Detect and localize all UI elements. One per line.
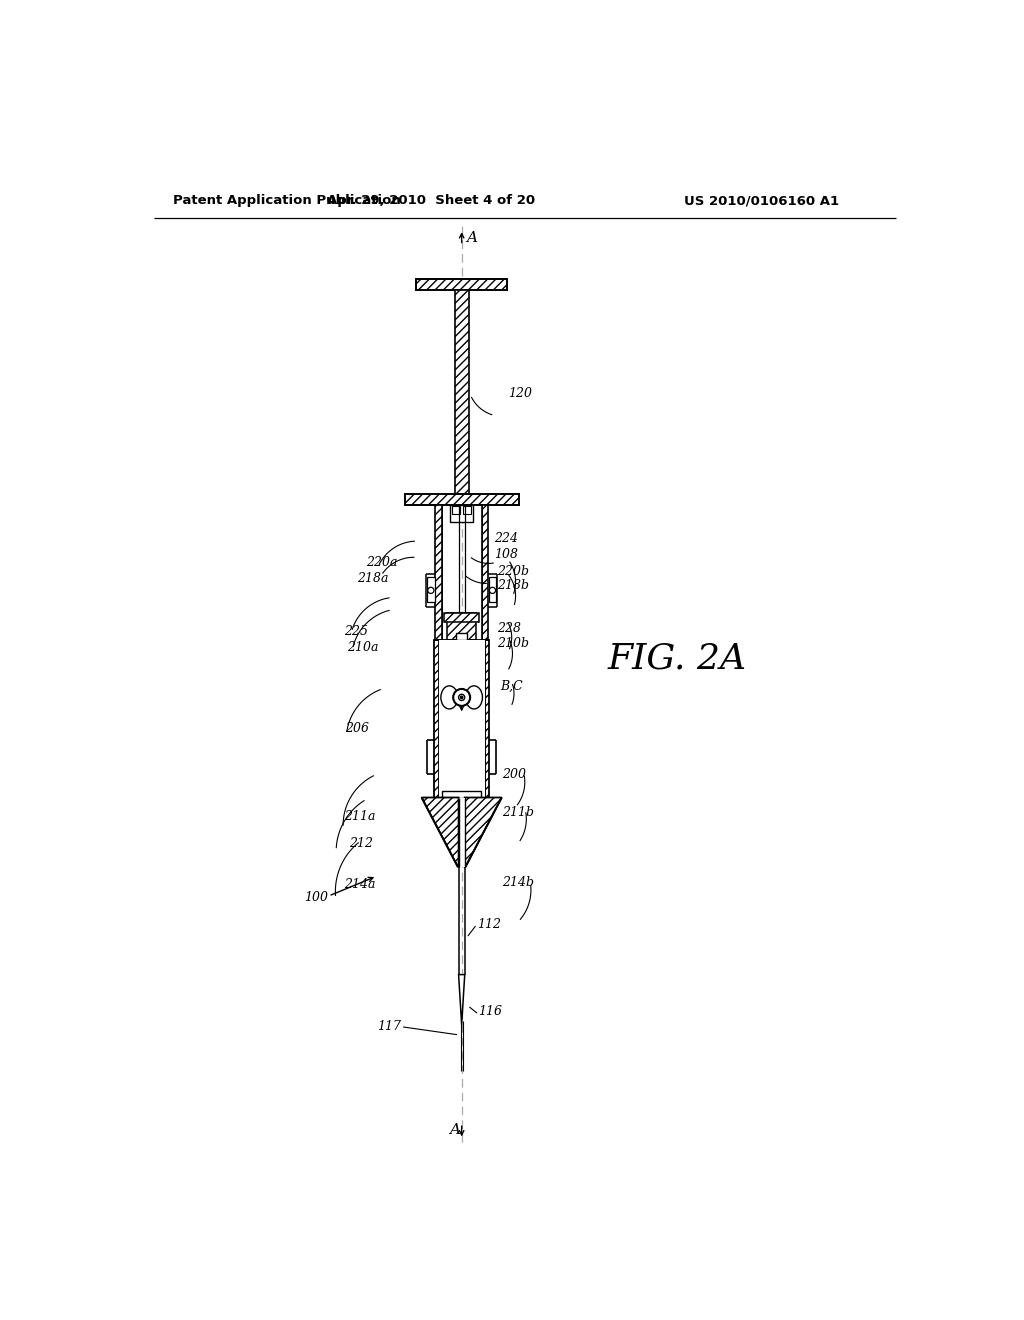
Bar (435, 506, 441, 640)
Text: 211b: 211b (502, 807, 534, 820)
Bar (444, 612, 479, 622)
Text: 116: 116 (478, 1005, 503, 1018)
Text: 228: 228 (497, 622, 521, 635)
Text: 200: 200 (502, 768, 525, 781)
Text: US 2010/0106160 A1: US 2010/0106160 A1 (684, 194, 840, 207)
Text: 210b: 210b (497, 638, 529, 649)
Bar (463, 507, 471, 515)
Text: 206: 206 (345, 722, 370, 735)
Text: 224: 224 (494, 532, 518, 545)
Polygon shape (459, 974, 465, 1024)
Text: Patent Application Publication: Patent Application Publication (173, 194, 400, 207)
Text: B,C: B,C (500, 680, 523, 693)
Bar (404, 494, 518, 506)
Text: 117: 117 (378, 1020, 401, 1034)
Text: 120: 120 (508, 387, 531, 400)
Circle shape (489, 587, 496, 594)
Bar (442, 792, 481, 797)
Text: 220b: 220b (497, 565, 529, 578)
Text: 212: 212 (349, 837, 373, 850)
Bar (438, 640, 484, 797)
Bar (451, 506, 473, 521)
Text: 214b: 214b (502, 875, 534, 888)
Circle shape (461, 696, 463, 698)
Ellipse shape (441, 686, 458, 709)
Polygon shape (422, 797, 459, 867)
Text: A: A (466, 231, 477, 246)
Text: 112: 112 (477, 917, 501, 931)
Circle shape (459, 694, 465, 701)
Circle shape (454, 689, 470, 706)
Text: 225: 225 (344, 626, 368, 639)
Circle shape (428, 587, 434, 594)
Bar (459, 797, 465, 867)
Text: 108: 108 (494, 548, 518, 561)
Text: 218b: 218b (497, 579, 529, 593)
Text: A: A (450, 1123, 461, 1137)
Bar (427, 577, 435, 602)
Text: 218a: 218a (357, 572, 388, 585)
Text: Apr. 29, 2010  Sheet 4 of 20: Apr. 29, 2010 Sheet 4 of 20 (327, 194, 535, 207)
Text: FIG. 2A: FIG. 2A (608, 642, 748, 676)
Bar (453, 507, 460, 515)
Bar (447, 612, 476, 640)
Text: 214a: 214a (344, 878, 376, 891)
Bar (488, 577, 497, 602)
Polygon shape (465, 797, 502, 867)
Text: 100: 100 (304, 891, 328, 904)
Text: 220a: 220a (367, 556, 397, 569)
Text: 211a: 211a (344, 810, 376, 824)
Bar (457, 634, 467, 640)
Bar (481, 506, 487, 640)
Bar (455, 290, 469, 520)
Ellipse shape (466, 686, 482, 709)
Bar (484, 640, 489, 797)
Bar (416, 280, 507, 290)
Text: 210a: 210a (347, 640, 379, 653)
Bar (434, 640, 438, 797)
